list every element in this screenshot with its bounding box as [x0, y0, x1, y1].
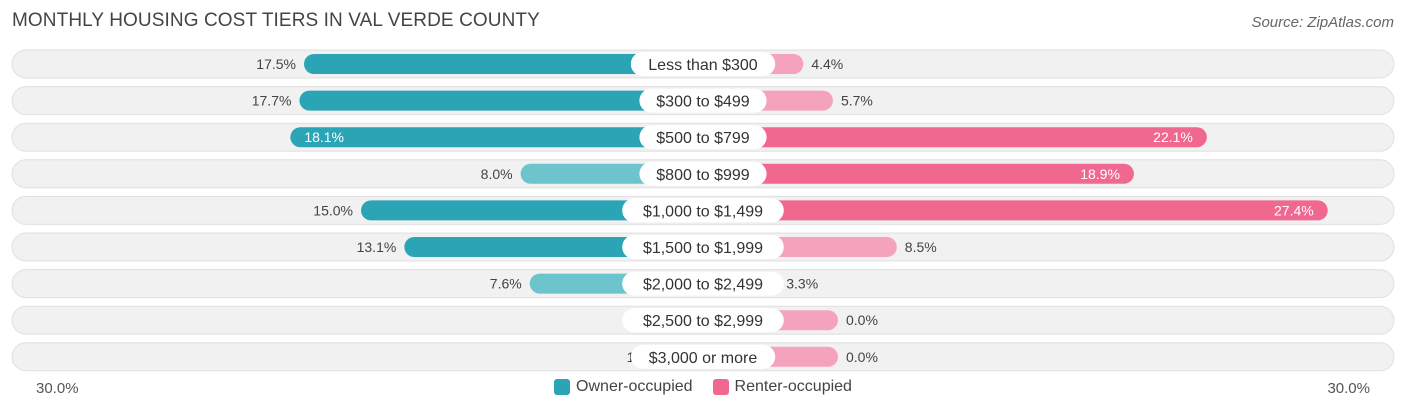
owner-value-label: 17.5%	[256, 56, 296, 72]
owner-bar	[290, 127, 703, 148]
axis-label-right: 30.0%	[1327, 380, 1370, 397]
category-label-pill	[622, 271, 784, 296]
category-label: $300 to $499	[656, 94, 750, 111]
owner-value-label: 17.7%	[252, 93, 292, 109]
category-label: Less than $300	[648, 57, 758, 74]
category-label-pill	[630, 344, 776, 369]
category-label: $500 to $799	[656, 130, 750, 147]
renter-bar	[703, 200, 1328, 221]
axis-label-left: 30.0%	[36, 380, 79, 397]
renter-bar	[703, 163, 1134, 184]
category-label-pill	[630, 52, 776, 76]
owner-value-label: 13.1%	[357, 239, 397, 255]
renter-value-label: 27.4%	[1274, 202, 1314, 218]
renter-value-label: 22.1%	[1153, 129, 1193, 145]
renter-value-label: 0.0%	[846, 349, 878, 365]
chart-title: MONTHLY HOUSING COST TIERS IN VAL VERDE …	[12, 10, 540, 31]
category-label: $800 to $999	[656, 167, 750, 184]
renter-bar	[703, 127, 1207, 148]
renter-value-label: 3.3%	[786, 276, 818, 292]
renter-value-label: 4.4%	[811, 56, 843, 72]
owner-value-label: 8.0%	[481, 166, 513, 182]
category-label: $2,000 to $2,499	[643, 277, 763, 294]
category-label-pill	[639, 88, 767, 113]
category-label: $2,500 to $2,999	[643, 313, 763, 330]
category-label: $1,500 to $1,999	[643, 240, 763, 257]
renter-value-label: 0.0%	[846, 312, 878, 328]
owner-value-label: 18.1%	[304, 129, 344, 145]
legend-item-renter: Renter-occupied	[712, 378, 852, 396]
category-label-pill	[622, 198, 784, 223]
category-label-pill	[639, 161, 767, 186]
owner-bar	[299, 90, 703, 111]
category-label: $1,000 to $1,499	[643, 203, 763, 220]
category-label-pill	[622, 235, 784, 259]
renter-value-label: 8.5%	[905, 239, 937, 255]
category-label-pill	[639, 125, 767, 150]
owner-bar	[304, 54, 703, 74]
owner-bar	[361, 200, 703, 221]
legend: Owner-occupied Renter-occupied	[0, 378, 1406, 396]
legend-swatch-owner	[554, 379, 571, 395]
owner-value-label: 7.6%	[490, 276, 522, 292]
legend-label-owner: Owner-occupied	[576, 378, 693, 395]
renter-value-label: 18.9%	[1080, 166, 1120, 182]
category-label-pill	[622, 308, 784, 333]
source-credit: Source: ZipAtlas.com	[1251, 14, 1394, 31]
category-label: $3,000 or more	[649, 350, 758, 367]
legend-item-owner: Owner-occupied	[554, 378, 693, 396]
renter-value-label: 5.7%	[841, 93, 873, 109]
owner-value-label: 15.0%	[313, 202, 353, 218]
legend-swatch-renter	[712, 379, 729, 395]
legend-label-renter: Renter-occupied	[734, 378, 852, 395]
